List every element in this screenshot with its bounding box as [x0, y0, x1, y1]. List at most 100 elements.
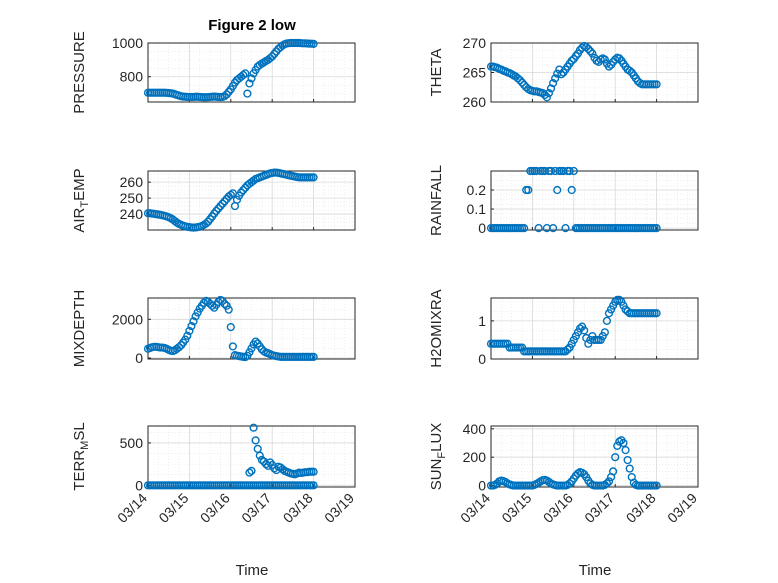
data-point	[520, 223, 529, 233]
data-point	[520, 80, 529, 89]
data-point	[517, 78, 527, 87]
y-tick-label: 260	[463, 94, 487, 110]
data-point	[567, 56, 576, 65]
data-point	[224, 305, 233, 314]
axes-border	[147, 425, 356, 488]
data-point	[586, 47, 595, 56]
data-point	[565, 479, 574, 488]
axes-border	[147, 170, 356, 231]
data-point	[546, 84, 556, 93]
data-point	[563, 345, 572, 354]
y-tick-label: 1000	[112, 35, 143, 51]
figure-title: Figure 2 low	[208, 17, 296, 34]
series-markers	[143, 423, 318, 490]
data-point	[571, 51, 580, 61]
y-tick-label: 0.1	[467, 201, 487, 217]
axes-border	[147, 297, 356, 360]
data-point	[309, 39, 318, 48]
data-point	[247, 466, 256, 476]
x-axis-label-right: Time	[579, 562, 612, 579]
series-markers	[486, 41, 661, 102]
x-tick-label: 03/15	[498, 490, 534, 526]
data-point	[239, 186, 248, 195]
data-point	[580, 326, 589, 335]
y-tick-label: 0	[478, 220, 486, 236]
x-tick-label: 03/18	[623, 490, 659, 526]
x-tick-label: 03/14	[457, 490, 493, 526]
y-tick-label: 1	[478, 313, 486, 329]
data-point	[546, 166, 556, 176]
series-markers	[486, 295, 661, 356]
data-point	[249, 176, 258, 185]
data-point	[548, 223, 558, 233]
data-point	[515, 76, 525, 85]
data-point	[623, 455, 632, 465]
data-point	[615, 295, 624, 305]
data-point	[544, 89, 554, 98]
data-point	[540, 90, 549, 100]
axis-h2omixra: 0 1 H2OMIXRA	[428, 289, 699, 368]
data-point	[609, 57, 618, 66]
series-markers	[143, 38, 318, 102]
y-tick-label: 270	[463, 35, 487, 51]
data-point	[557, 70, 566, 79]
data-point	[212, 206, 221, 215]
data-point	[652, 223, 661, 233]
data-point	[241, 69, 250, 78]
y-tick-label: 2000	[112, 311, 143, 327]
data-point	[619, 438, 628, 448]
y-tick-label: 0.2	[467, 182, 487, 198]
data-point	[611, 453, 620, 462]
axis-sun: 0 200 400 03/14 03/15 03/16 03/17 03/18 03/19 SUN…	[428, 421, 700, 526]
data-point	[600, 55, 609, 64]
data-point	[174, 343, 184, 352]
data-point	[309, 481, 318, 490]
data-point	[652, 309, 661, 318]
data-point	[548, 79, 558, 88]
data-point	[534, 223, 543, 233]
x-axis-label-left: Time	[236, 562, 269, 579]
data-point	[251, 337, 260, 346]
data-point	[582, 43, 591, 52]
data-point	[309, 352, 318, 361]
data-point	[228, 342, 237, 351]
y-tick-label: 800	[120, 69, 144, 85]
axes-frame	[490, 170, 699, 231]
data-point	[216, 201, 225, 211]
data-point	[602, 316, 612, 325]
x-tick-label: 03/16	[197, 490, 233, 526]
data-point	[561, 223, 570, 233]
x-tick-label: 03/14	[114, 490, 150, 526]
data-point	[220, 91, 229, 101]
data-point	[249, 423, 258, 432]
series-markers	[486, 166, 661, 233]
data-point	[201, 219, 211, 228]
data-point	[652, 481, 661, 490]
data-point	[251, 436, 260, 445]
data-point	[615, 54, 624, 63]
data-point	[604, 62, 614, 71]
data-point	[652, 80, 661, 89]
data-point	[226, 190, 235, 200]
data-point	[565, 166, 574, 176]
y-tick-label: 240	[120, 206, 144, 222]
data-point	[575, 324, 585, 333]
data-point	[309, 173, 318, 182]
x-tick-label: 03/18	[280, 490, 316, 526]
series-markers	[143, 168, 318, 232]
x-tick-label: 03/19	[664, 490, 700, 526]
data-point	[569, 166, 578, 176]
data-point	[551, 74, 560, 83]
data-point	[625, 66, 634, 75]
x-tick-label: 03/16	[540, 490, 576, 526]
data-point	[218, 199, 227, 208]
y-axis-label: SUNFLUX	[428, 423, 448, 491]
data-point	[247, 74, 256, 83]
axis-pressure: 800 1000 PRESSURE	[71, 31, 356, 114]
axis-theta: 260 265 270 THETA	[428, 35, 699, 110]
axis-terr: 0 500 03/14 03/15 03/16 03/17 03/18 03/19 TERRMS…	[71, 422, 357, 526]
data-point	[621, 446, 630, 455]
data-point	[255, 451, 264, 460]
